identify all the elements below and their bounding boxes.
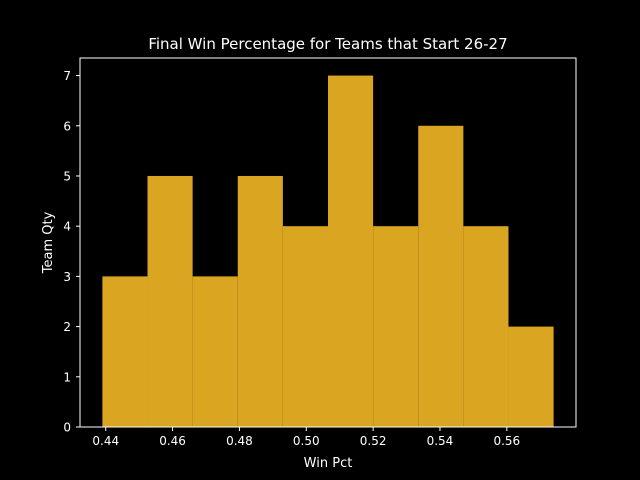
y-tick-label: 6 [63,119,71,133]
y-tick-label: 1 [63,370,71,384]
x-tick-label: 0.46 [159,434,186,448]
x-axis-ticks: 0.44 0.46 0.48 0.50 0.52 0.54 0.56 [92,427,520,448]
histogram-bar-3 [237,175,283,427]
histogram-bar-4 [282,226,328,427]
plot-frame [79,57,577,428]
x-tick-label: 0.44 [92,434,119,448]
x-tick-label: 0.50 [293,434,320,448]
y-axis-label: Team Qty [41,211,56,274]
histogram-bar-2 [192,276,238,427]
x-tick-label: 0.52 [360,434,387,448]
histogram-bar-7 [418,125,464,427]
x-tick-label: 0.54 [427,434,454,448]
y-tick-label: 5 [63,169,71,183]
histogram-bar-5 [328,75,374,427]
y-tick-label: 7 [63,69,71,83]
chart-title: Final Win Percentage for Teams that Star… [148,35,507,53]
y-axis-ticks: 0 1 2 3 4 5 6 7 [63,69,80,435]
x-axis-label: Win Pct [304,456,353,471]
bars [102,75,554,427]
y-tick-label: 4 [63,220,71,234]
histogram-bar-0 [102,276,148,427]
histogram-bar-1 [147,175,193,427]
histogram-bar-8 [463,226,509,427]
y-tick-label: 3 [63,270,71,284]
histogram-bar-6 [373,226,419,427]
histogram-bar-9 [508,326,554,427]
y-tick-label: 0 [63,421,71,435]
y-tick-label: 2 [63,320,71,334]
x-tick-label: 0.56 [493,434,520,448]
x-tick-label: 0.48 [226,434,253,448]
